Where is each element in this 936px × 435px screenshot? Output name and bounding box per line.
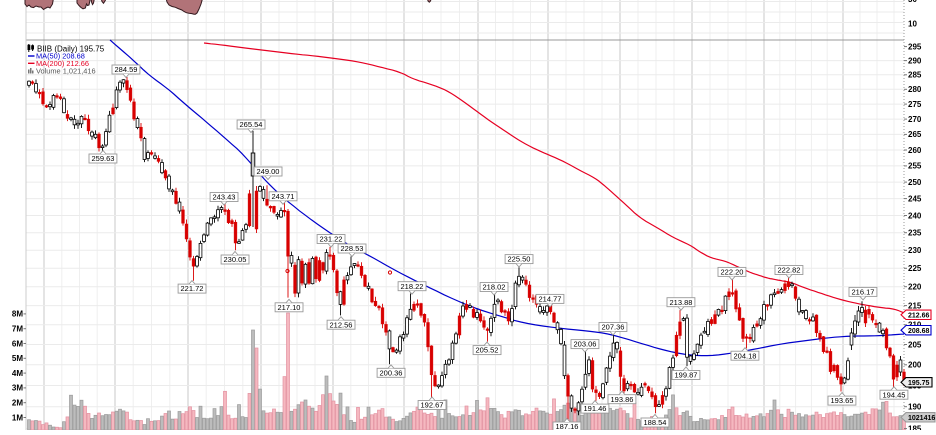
svg-text:208.68: 208.68: [908, 328, 930, 335]
svg-text:205.52: 205.52: [476, 346, 499, 355]
svg-text:218.02: 218.02: [483, 283, 506, 292]
svg-text:260: 260: [908, 146, 922, 155]
svg-text:255: 255: [908, 162, 922, 171]
svg-text:243.43: 243.43: [213, 193, 236, 202]
svg-text:220: 220: [908, 283, 922, 292]
svg-text:285: 285: [908, 71, 922, 80]
svg-text:10: 10: [908, 20, 917, 29]
svg-text:230.05: 230.05: [224, 255, 247, 264]
svg-text:295: 295: [908, 42, 922, 51]
svg-text:8M: 8M: [12, 310, 23, 319]
svg-text:215: 215: [908, 301, 922, 310]
svg-text:203.06: 203.06: [574, 340, 597, 349]
svg-text:204.18: 204.18: [734, 351, 757, 360]
svg-text:280: 280: [908, 85, 922, 94]
svg-text:194.45: 194.45: [883, 390, 906, 399]
svg-text:245: 245: [908, 194, 922, 203]
svg-text:217.10: 217.10: [278, 303, 301, 312]
svg-text:228.53: 228.53: [341, 244, 364, 253]
svg-text:235: 235: [908, 229, 922, 238]
svg-text:193.86: 193.86: [611, 395, 634, 404]
svg-text:1021416: 1021416: [908, 415, 935, 422]
svg-text:240: 240: [908, 211, 922, 220]
svg-text:188.54: 188.54: [644, 418, 667, 427]
svg-text:MA(50) 208.68: MA(50) 208.68: [36, 52, 85, 61]
svg-text:290: 290: [908, 56, 922, 65]
svg-text:259.63: 259.63: [92, 154, 115, 163]
svg-text:265: 265: [908, 130, 922, 139]
svg-text:225: 225: [908, 264, 922, 273]
svg-text:212.56: 212.56: [330, 320, 353, 329]
svg-text:214.77: 214.77: [539, 295, 562, 304]
svg-text:249.00: 249.00: [257, 167, 280, 176]
svg-text:30: 30: [908, 0, 917, 4]
svg-text:3M: 3M: [12, 384, 23, 393]
svg-text:216.17: 216.17: [852, 288, 875, 297]
svg-text:250: 250: [908, 178, 922, 187]
svg-text:225.50: 225.50: [508, 255, 531, 264]
svg-text:5M: 5M: [12, 354, 23, 363]
svg-text:222.20: 222.20: [721, 268, 744, 277]
svg-text:243.71: 243.71: [272, 192, 295, 201]
svg-text:230: 230: [908, 246, 922, 255]
svg-text:193.65: 193.65: [831, 396, 854, 405]
svg-text:4M: 4M: [12, 369, 23, 378]
svg-text:MA(200) 212.66: MA(200) 212.66: [36, 59, 89, 68]
svg-text:185: 185: [908, 424, 922, 430]
svg-text:BIIB (Daily) 195.75: BIIB (Daily) 195.75: [37, 44, 105, 53]
svg-text:7M: 7M: [12, 325, 23, 334]
svg-text:222.82: 222.82: [778, 266, 801, 275]
svg-text:Volume 1,021,416: Volume 1,021,416: [36, 66, 96, 75]
svg-text:275: 275: [908, 100, 922, 109]
svg-text:1M: 1M: [12, 413, 23, 422]
svg-text:205: 205: [908, 340, 922, 349]
svg-text:212.66: 212.66: [908, 312, 930, 319]
svg-text:192.67: 192.67: [421, 401, 444, 410]
svg-text:195.75: 195.75: [908, 380, 930, 387]
svg-text:2M: 2M: [12, 399, 23, 408]
svg-text:200: 200: [908, 361, 922, 370]
svg-text:190: 190: [908, 403, 922, 412]
svg-text:218.22: 218.22: [401, 282, 424, 291]
svg-text:265.54: 265.54: [240, 120, 263, 129]
svg-text:284.59: 284.59: [115, 65, 138, 74]
svg-text:270: 270: [908, 115, 922, 124]
svg-text:213.88: 213.88: [670, 298, 693, 307]
svg-text:207.36: 207.36: [602, 323, 625, 332]
svg-text:231.22: 231.22: [320, 235, 343, 244]
svg-text:191.46: 191.46: [584, 404, 607, 413]
svg-text:199.87: 199.87: [675, 371, 698, 380]
svg-text:187.16: 187.16: [556, 422, 579, 430]
svg-text:221.72: 221.72: [181, 284, 204, 293]
svg-text:200.36: 200.36: [380, 368, 403, 377]
svg-text:6M: 6M: [12, 339, 23, 348]
